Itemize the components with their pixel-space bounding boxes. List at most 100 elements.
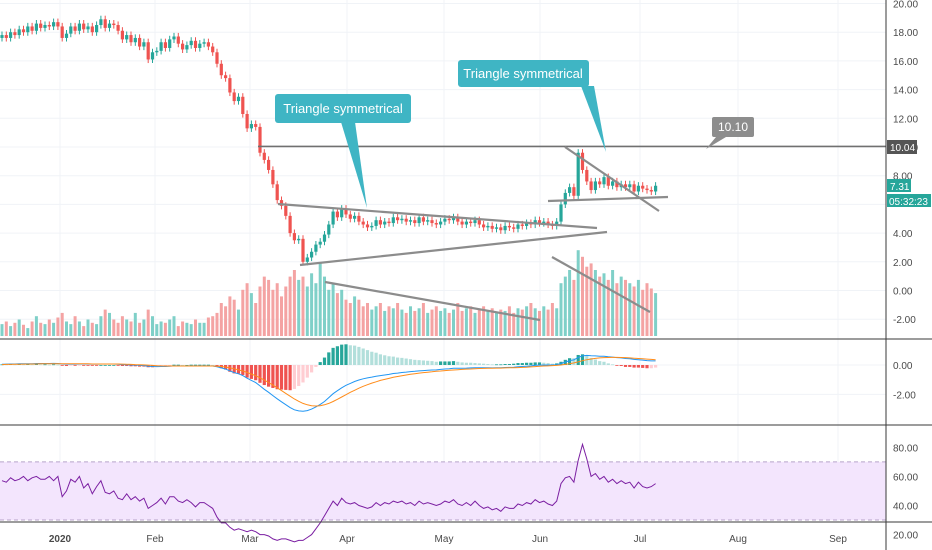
volume-bar — [499, 309, 503, 336]
volume-bar — [649, 288, 653, 336]
volume-bar — [318, 263, 322, 336]
candle-body — [340, 208, 344, 218]
candle-body — [641, 185, 645, 189]
candle-body — [473, 220, 477, 224]
rsi-axis-label: 40.00 — [893, 501, 918, 512]
macd-histogram-bar — [606, 363, 610, 365]
triangle1-lower-line[interactable] — [299, 230, 608, 267]
volume-bar — [576, 250, 580, 336]
macd-histogram-bar — [279, 365, 284, 390]
price-axis-label: 20.00 — [893, 0, 918, 11]
volume-trendline-1[interactable] — [324, 280, 541, 322]
level-note-callout[interactable]: 10.10 — [706, 117, 754, 149]
candle-body — [443, 218, 447, 222]
triangle1-upper-line[interactable] — [277, 202, 598, 230]
triangle2-upper-line[interactable] — [564, 146, 660, 212]
triangle-callout-2[interactable]: Triangle symmetrical — [458, 60, 606, 152]
macd-histogram-bar — [52, 364, 56, 366]
volume-bar — [572, 279, 576, 336]
rsi-band-bounds — [0, 461, 886, 521]
volume-bar — [344, 299, 348, 336]
candle-body — [348, 214, 352, 219]
candle-body — [331, 211, 335, 225]
macd-histogram-bar — [335, 346, 339, 365]
candle-body — [632, 184, 636, 192]
macd-histogram-bar — [585, 355, 589, 365]
volume-bar — [520, 309, 524, 336]
macd-histogram-bar — [21, 364, 26, 366]
macd-histogram-bar — [288, 365, 292, 391]
macd-histogram-bar — [189, 364, 193, 366]
candle-body — [477, 220, 481, 225]
callout-1-pointer — [341, 122, 367, 208]
volume-trendline-2[interactable] — [551, 256, 651, 313]
candle-body — [52, 22, 56, 27]
callout-1-box — [275, 94, 411, 123]
volume-bar — [60, 312, 64, 336]
candle-body — [271, 169, 275, 185]
candle-body — [202, 42, 206, 44]
price-axis-label: 2.00 — [893, 258, 913, 269]
volume-bar — [353, 296, 357, 336]
candle-body — [636, 185, 640, 192]
candle-body — [378, 220, 382, 225]
candle-body — [292, 233, 296, 241]
candle-body — [82, 23, 86, 30]
volume-bar — [241, 289, 245, 336]
candle-body — [374, 220, 378, 226]
volume-bar — [73, 316, 77, 336]
callout-1-label: Triangle symmetrical — [283, 101, 403, 116]
volume-bar — [456, 303, 460, 336]
macd-histogram-bar — [615, 365, 619, 366]
time-axis[interactable]: 2020 Feb Mar Apr May Jun Jul Aug Sep — [49, 534, 847, 545]
volume-bar — [181, 321, 185, 336]
macd-histogram-bar — [262, 365, 266, 386]
macd-histogram-bar — [297, 365, 301, 387]
volume-bar — [9, 326, 13, 336]
volume-bar — [95, 324, 99, 336]
macd-axis[interactable]: 0.00 -2.00 — [893, 361, 916, 401]
candle-body — [598, 181, 602, 185]
last-price-tag-label: 7.31 — [890, 182, 910, 193]
macd-histogram-bar — [568, 358, 572, 365]
trendlines[interactable] — [277, 146, 669, 322]
candle-body — [370, 225, 374, 228]
macd-histogram-bar — [129, 365, 133, 367]
rsi-band — [0, 461, 886, 521]
volume-bar — [0, 324, 4, 336]
macd-histogram-bar — [421, 360, 425, 365]
rsi-axis-label: 20.00 — [893, 531, 918, 542]
macd-histogram-bar — [43, 364, 47, 366]
volume-bar — [125, 319, 129, 336]
volume-bar — [288, 276, 292, 336]
candle-body — [297, 238, 301, 241]
candle-body — [159, 42, 163, 51]
macd-histogram-bar — [602, 361, 606, 365]
candle-body — [494, 227, 499, 229]
candle-body — [64, 33, 69, 38]
macd-histogram-bar — [477, 363, 481, 365]
macd-histogram-bar — [533, 362, 537, 365]
macd-histogram-bar — [537, 362, 542, 365]
candle-body — [193, 40, 198, 48]
volume-bar — [391, 308, 395, 336]
candle-body — [404, 218, 408, 222]
triangle-callout-1[interactable]: Triangle symmetrical — [275, 94, 411, 208]
candle-body — [490, 225, 494, 229]
volume-bar — [400, 309, 404, 336]
volume-bar — [331, 283, 335, 336]
volume-bar — [533, 308, 537, 336]
macd-histogram-bar — [241, 365, 245, 376]
candle-body — [138, 37, 142, 47]
price-axis-label: 14.00 — [893, 86, 918, 97]
macd-histogram-bar — [589, 357, 593, 365]
volume-bar — [421, 303, 425, 336]
triangle2-lower-line[interactable] — [547, 195, 669, 203]
candle-body — [387, 221, 391, 224]
rsi-axis-label: 60.00 — [893, 472, 918, 483]
volume-bar — [348, 303, 352, 336]
rsi-axis[interactable]: 80.00 60.00 40.00 20.00 — [893, 443, 918, 541]
volume-bar — [185, 322, 189, 336]
volume-bar — [628, 283, 632, 336]
